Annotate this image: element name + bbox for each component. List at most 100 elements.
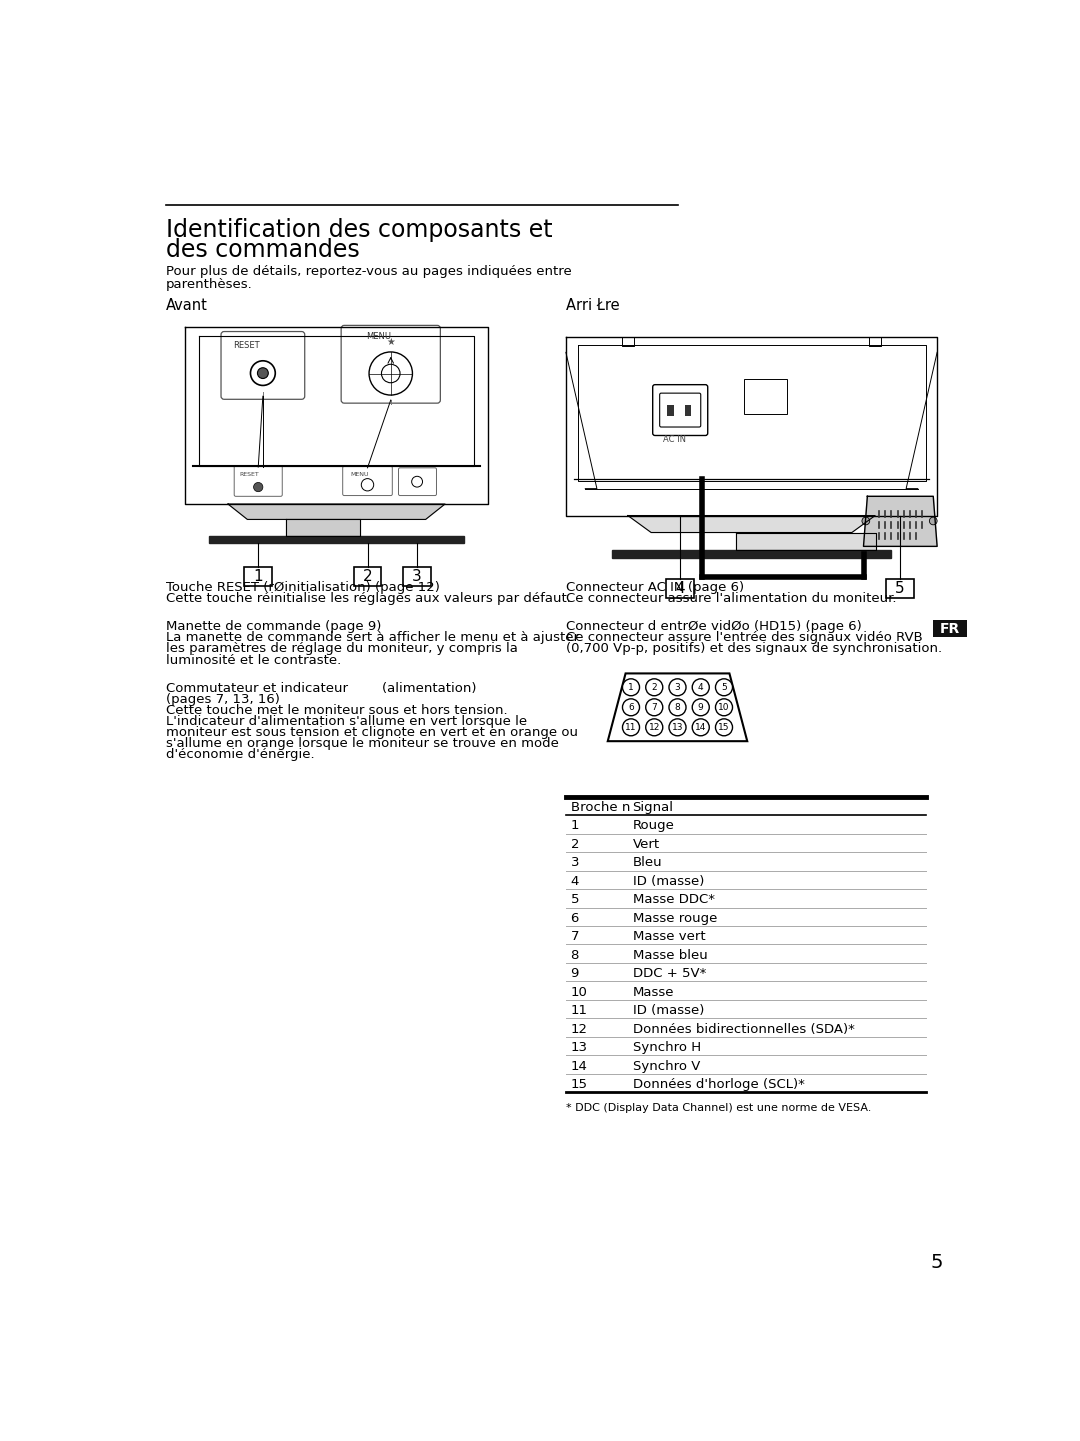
Text: 14: 14: [696, 723, 706, 732]
Text: Masse: Masse: [633, 986, 674, 999]
FancyBboxPatch shape: [399, 468, 436, 496]
Bar: [244, 568, 272, 585]
Text: 6: 6: [570, 912, 579, 925]
Text: Identification des composants et: Identification des composants et: [166, 218, 553, 242]
Circle shape: [622, 719, 639, 736]
Text: (pages 7, 13, 16): (pages 7, 13, 16): [166, 693, 280, 706]
Text: 5: 5: [895, 581, 905, 597]
Text: 1: 1: [570, 820, 579, 833]
Text: 1: 1: [629, 683, 634, 692]
Bar: [886, 579, 914, 598]
Text: parenthèses.: parenthèses.: [166, 278, 253, 291]
Polygon shape: [286, 519, 360, 536]
FancyBboxPatch shape: [234, 465, 282, 496]
Circle shape: [646, 719, 663, 736]
Text: AC IN: AC IN: [663, 435, 686, 444]
Circle shape: [715, 719, 732, 736]
Text: 10: 10: [570, 986, 588, 999]
Polygon shape: [627, 516, 875, 533]
Text: 10: 10: [718, 703, 730, 712]
Text: 5: 5: [931, 1254, 943, 1272]
Text: Manette de commande (page 9): Manette de commande (page 9): [166, 620, 381, 633]
Text: 2: 2: [363, 569, 373, 584]
Polygon shape: [737, 533, 876, 550]
Text: 8: 8: [675, 703, 680, 712]
Text: RESET: RESET: [240, 471, 259, 477]
Circle shape: [622, 679, 639, 696]
Text: d'économie d'énergie.: d'économie d'énergie.: [166, 748, 314, 761]
Text: 3: 3: [413, 569, 422, 584]
Text: Ce connecteur assure l'entrée des signaux vidéo RVB: Ce connecteur assure l'entrée des signau…: [566, 631, 922, 644]
Text: Vert: Vert: [633, 837, 660, 850]
Text: 3: 3: [675, 683, 680, 692]
Text: La manette de commande sert à afficher le menu et à ajuster: La manette de commande sert à afficher l…: [166, 631, 579, 644]
Circle shape: [646, 699, 663, 716]
FancyBboxPatch shape: [342, 467, 392, 496]
Circle shape: [862, 517, 869, 525]
Text: Synchro H: Synchro H: [633, 1042, 701, 1055]
Text: 6: 6: [629, 703, 634, 712]
Text: Touche RESET (rØinitialisation) (page 12): Touche RESET (rØinitialisation) (page 12…: [166, 581, 440, 594]
Text: 14: 14: [570, 1059, 588, 1072]
FancyBboxPatch shape: [652, 385, 707, 435]
Bar: [667, 405, 674, 416]
Circle shape: [930, 517, 937, 525]
Circle shape: [669, 719, 686, 736]
Polygon shape: [864, 496, 937, 546]
Text: 11: 11: [570, 1004, 588, 1017]
Text: 5: 5: [721, 683, 727, 692]
Text: 15: 15: [570, 1078, 588, 1091]
Circle shape: [254, 483, 262, 491]
FancyBboxPatch shape: [660, 393, 701, 427]
Text: Synchro V: Synchro V: [633, 1059, 700, 1072]
Circle shape: [646, 679, 663, 696]
Text: s'allume en orange lorsque le moniteur se trouve en mode: s'allume en orange lorsque le moniteur s…: [166, 738, 558, 751]
Text: Masse DDC*: Masse DDC*: [633, 893, 715, 906]
Text: MENU: MENU: [350, 471, 369, 477]
Text: 7: 7: [651, 703, 657, 712]
Text: Broche n: Broche n: [570, 801, 630, 814]
Text: RESET: RESET: [233, 340, 260, 350]
Text: 9: 9: [570, 967, 579, 980]
Circle shape: [257, 367, 268, 379]
Text: Commutateur et indicateur        (alimentation): Commutateur et indicateur (alimentation): [166, 682, 476, 695]
Text: Connecteur d entrØe vidØo (HD15) (page 6): Connecteur d entrØe vidØo (HD15) (page 6…: [566, 620, 862, 633]
Circle shape: [622, 699, 639, 716]
Circle shape: [692, 719, 710, 736]
Text: luminosité et le contraste.: luminosité et le contraste.: [166, 654, 341, 667]
Text: Bleu: Bleu: [633, 856, 662, 869]
Bar: [933, 620, 968, 637]
Text: Rouge: Rouge: [633, 820, 674, 833]
Text: Masse rouge: Masse rouge: [633, 912, 717, 925]
Bar: [685, 405, 691, 416]
Text: ID (masse): ID (masse): [633, 875, 704, 888]
Text: L'indicateur d'alimentation s'allume en vert lorsque le: L'indicateur d'alimentation s'allume en …: [166, 715, 527, 728]
Text: 5: 5: [570, 893, 579, 906]
Text: Données d'horloge (SCL)*: Données d'horloge (SCL)*: [633, 1078, 805, 1091]
Text: Cette touche réinitialise les réglages aux valeurs par défaut.: Cette touche réinitialise les réglages a…: [166, 592, 571, 605]
Text: FR: FR: [941, 621, 960, 635]
Text: MENU: MENU: [366, 333, 391, 342]
Bar: [744, 379, 786, 414]
Text: 13: 13: [672, 723, 684, 732]
FancyBboxPatch shape: [221, 331, 305, 399]
Text: 4: 4: [570, 875, 579, 888]
Text: Cette touche met le moniteur sous et hors tension.: Cette touche met le moniteur sous et hor…: [166, 703, 508, 716]
Polygon shape: [228, 504, 445, 519]
Text: 3: 3: [570, 856, 579, 869]
Text: 8: 8: [570, 948, 579, 961]
Text: Avant: Avant: [166, 298, 207, 313]
Text: Masse vert: Masse vert: [633, 931, 705, 944]
Text: 12: 12: [649, 723, 660, 732]
Text: 2: 2: [570, 837, 579, 850]
Text: ID (masse): ID (masse): [633, 1004, 704, 1017]
Polygon shape: [612, 550, 891, 558]
Text: 2: 2: [651, 683, 657, 692]
Polygon shape: [608, 673, 747, 741]
Text: Connecteur AC IN (page 6): Connecteur AC IN (page 6): [566, 581, 744, 594]
Text: 12: 12: [570, 1023, 588, 1036]
Text: 4: 4: [698, 683, 703, 692]
Text: les paramètres de réglage du moniteur, y compris la: les paramètres de réglage du moniteur, y…: [166, 643, 518, 656]
Circle shape: [715, 679, 732, 696]
Text: 15: 15: [718, 723, 730, 732]
